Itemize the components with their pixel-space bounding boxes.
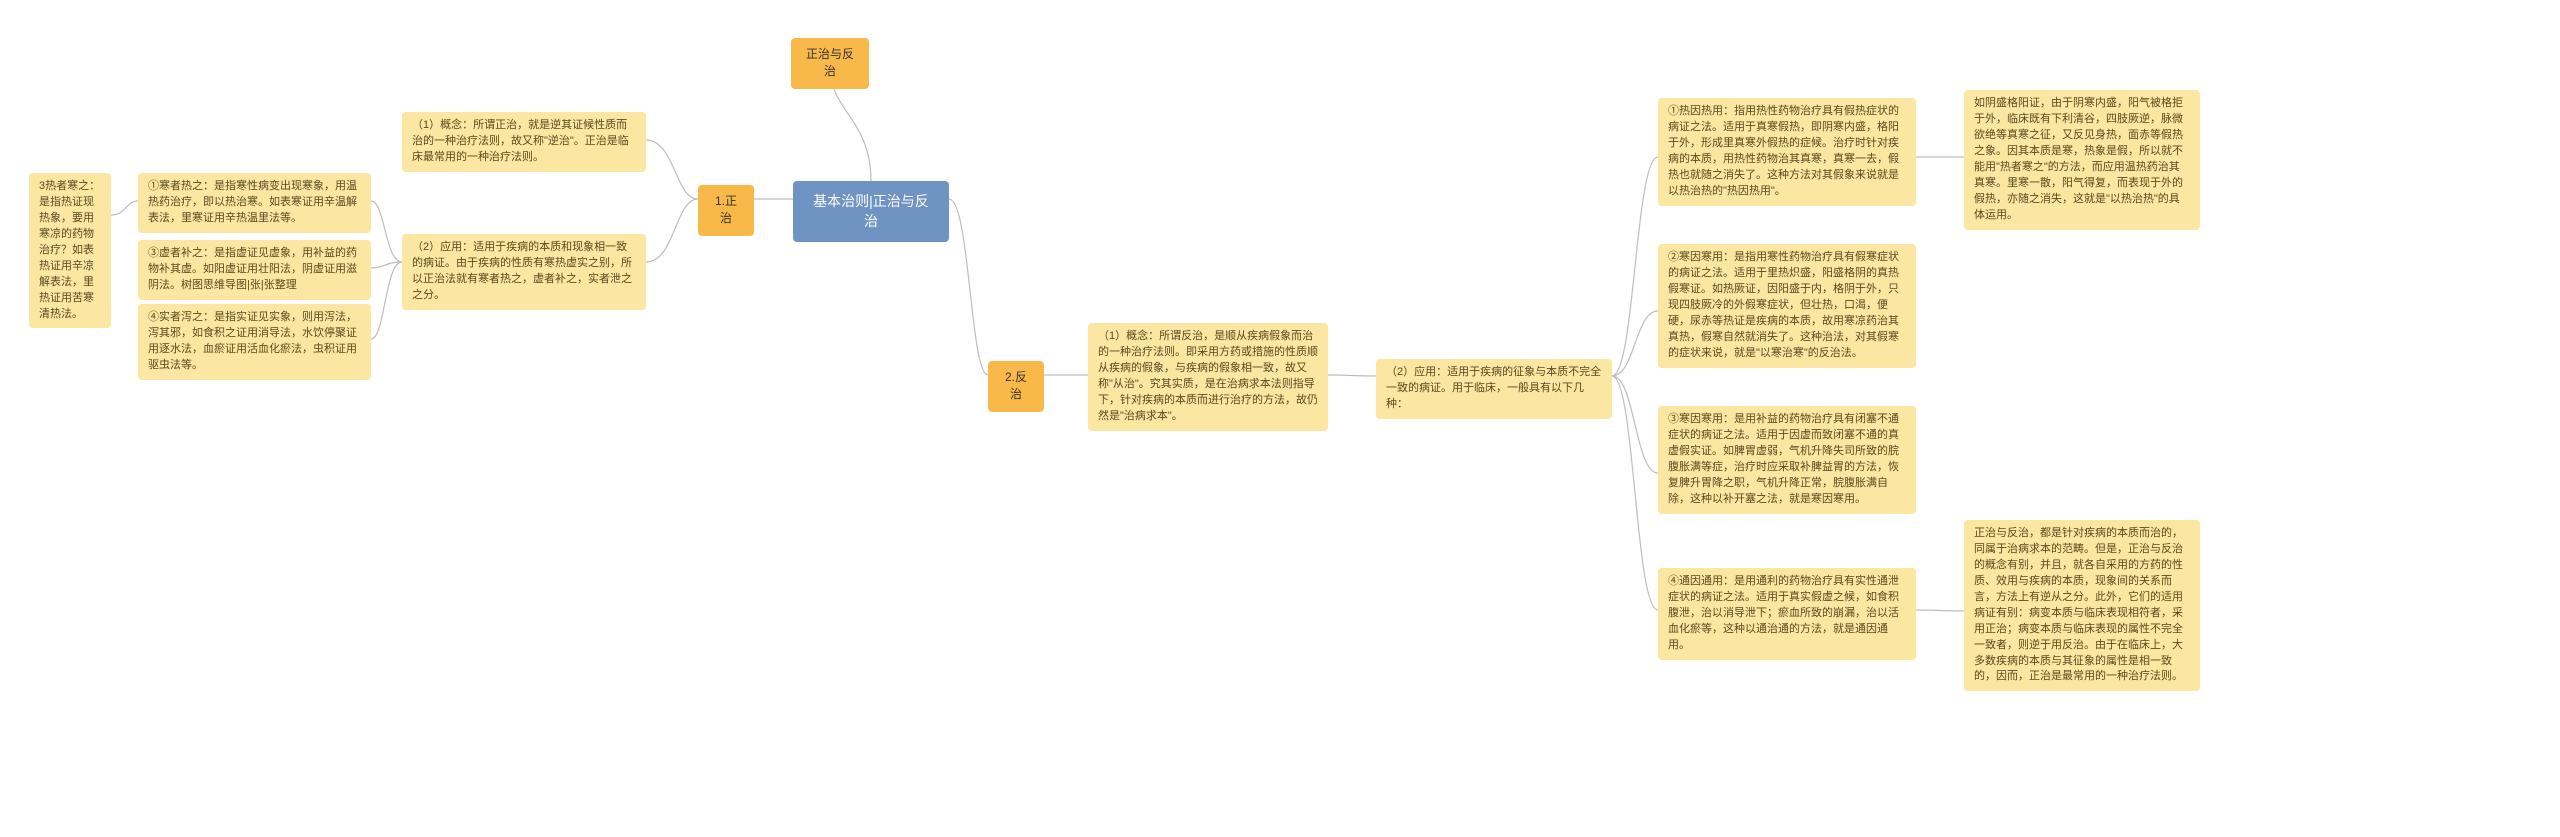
branch-right[interactable]: 2.反治 bbox=[988, 361, 1044, 412]
left-app-item-1-ext[interactable]: 3热者寒之：是指热证现热象，要用寒凉的药物治疗？如表热证用辛凉解表法，里热证用苦… bbox=[29, 173, 111, 328]
right-concept[interactable]: （1）概念：所谓反治，是顺从疾病假象而治的一种治疗法则。即采用方药或措施的性质顺… bbox=[1088, 323, 1328, 431]
left-app-item-3[interactable]: ④实者泻之：是指实证见实象，则用泻法，泻其邪，如食积之证用消导法，水饮停聚证用逐… bbox=[138, 304, 371, 380]
right-app-item-4-ext[interactable]: 正治与反治，都是针对疾病的本质而治的，同属于治病求本的范畴。但是，正治与反治的概… bbox=[1964, 520, 2200, 691]
right-app-item-4[interactable]: ④通因通用：是用通利的药物治疗具有实性通泄症状的病证之法。适用于真实假虚之候，如… bbox=[1658, 568, 1916, 660]
right-app-item-2[interactable]: ②寒因寒用：是指用寒性药物治疗具有假寒症状的病证之法。适用于里热炽盛，阳盛格阴的… bbox=[1658, 244, 1916, 368]
root-node[interactable]: 基本治则|正治与反治 bbox=[793, 181, 949, 242]
left-concept[interactable]: （1）概念：所谓正治，就是逆其证候性质而治的一种治疗法则，故又称"逆治"。正治是… bbox=[402, 112, 646, 172]
branch-top[interactable]: 正治与反治 bbox=[791, 38, 869, 89]
right-application[interactable]: （2）应用：适用于疾病的征象与本质不完全一致的病证。用于临床，一般具有以下几种： bbox=[1376, 359, 1612, 419]
right-app-item-1[interactable]: ①热因热用：指用热性药物治疗具有假热症状的病证之法。适用于真寒假热，即阴寒内盛，… bbox=[1658, 98, 1916, 206]
right-app-item-3[interactable]: ③寒因寒用：是用补益的药物治疗具有闭塞不通症状的病证之法。适用于因虚而致闭塞不通… bbox=[1658, 406, 1916, 514]
left-application[interactable]: （2）应用：适用于疾病的本质和现象相一致的病证。由于疾病的性质有寒热虚实之别，所… bbox=[402, 234, 646, 310]
left-app-item-1[interactable]: ①寒者热之：是指寒性病变出现寒象，用温热药治疗，即以热治寒。如表寒证用辛温解表法… bbox=[138, 173, 371, 233]
branch-left[interactable]: 1.正治 bbox=[698, 185, 754, 236]
left-app-item-2[interactable]: ③虚者补之：是指虚证见虚象，用补益的药物补其虚。如阳虚证用壮阳法，阴虚证用滋阴法… bbox=[138, 240, 371, 300]
right-app-item-1-ext[interactable]: 如阴盛格阳证，由于阴寒内盛，阳气被格拒于外，临床既有下利清谷，四肢厥逆，脉微欲绝… bbox=[1964, 90, 2200, 230]
